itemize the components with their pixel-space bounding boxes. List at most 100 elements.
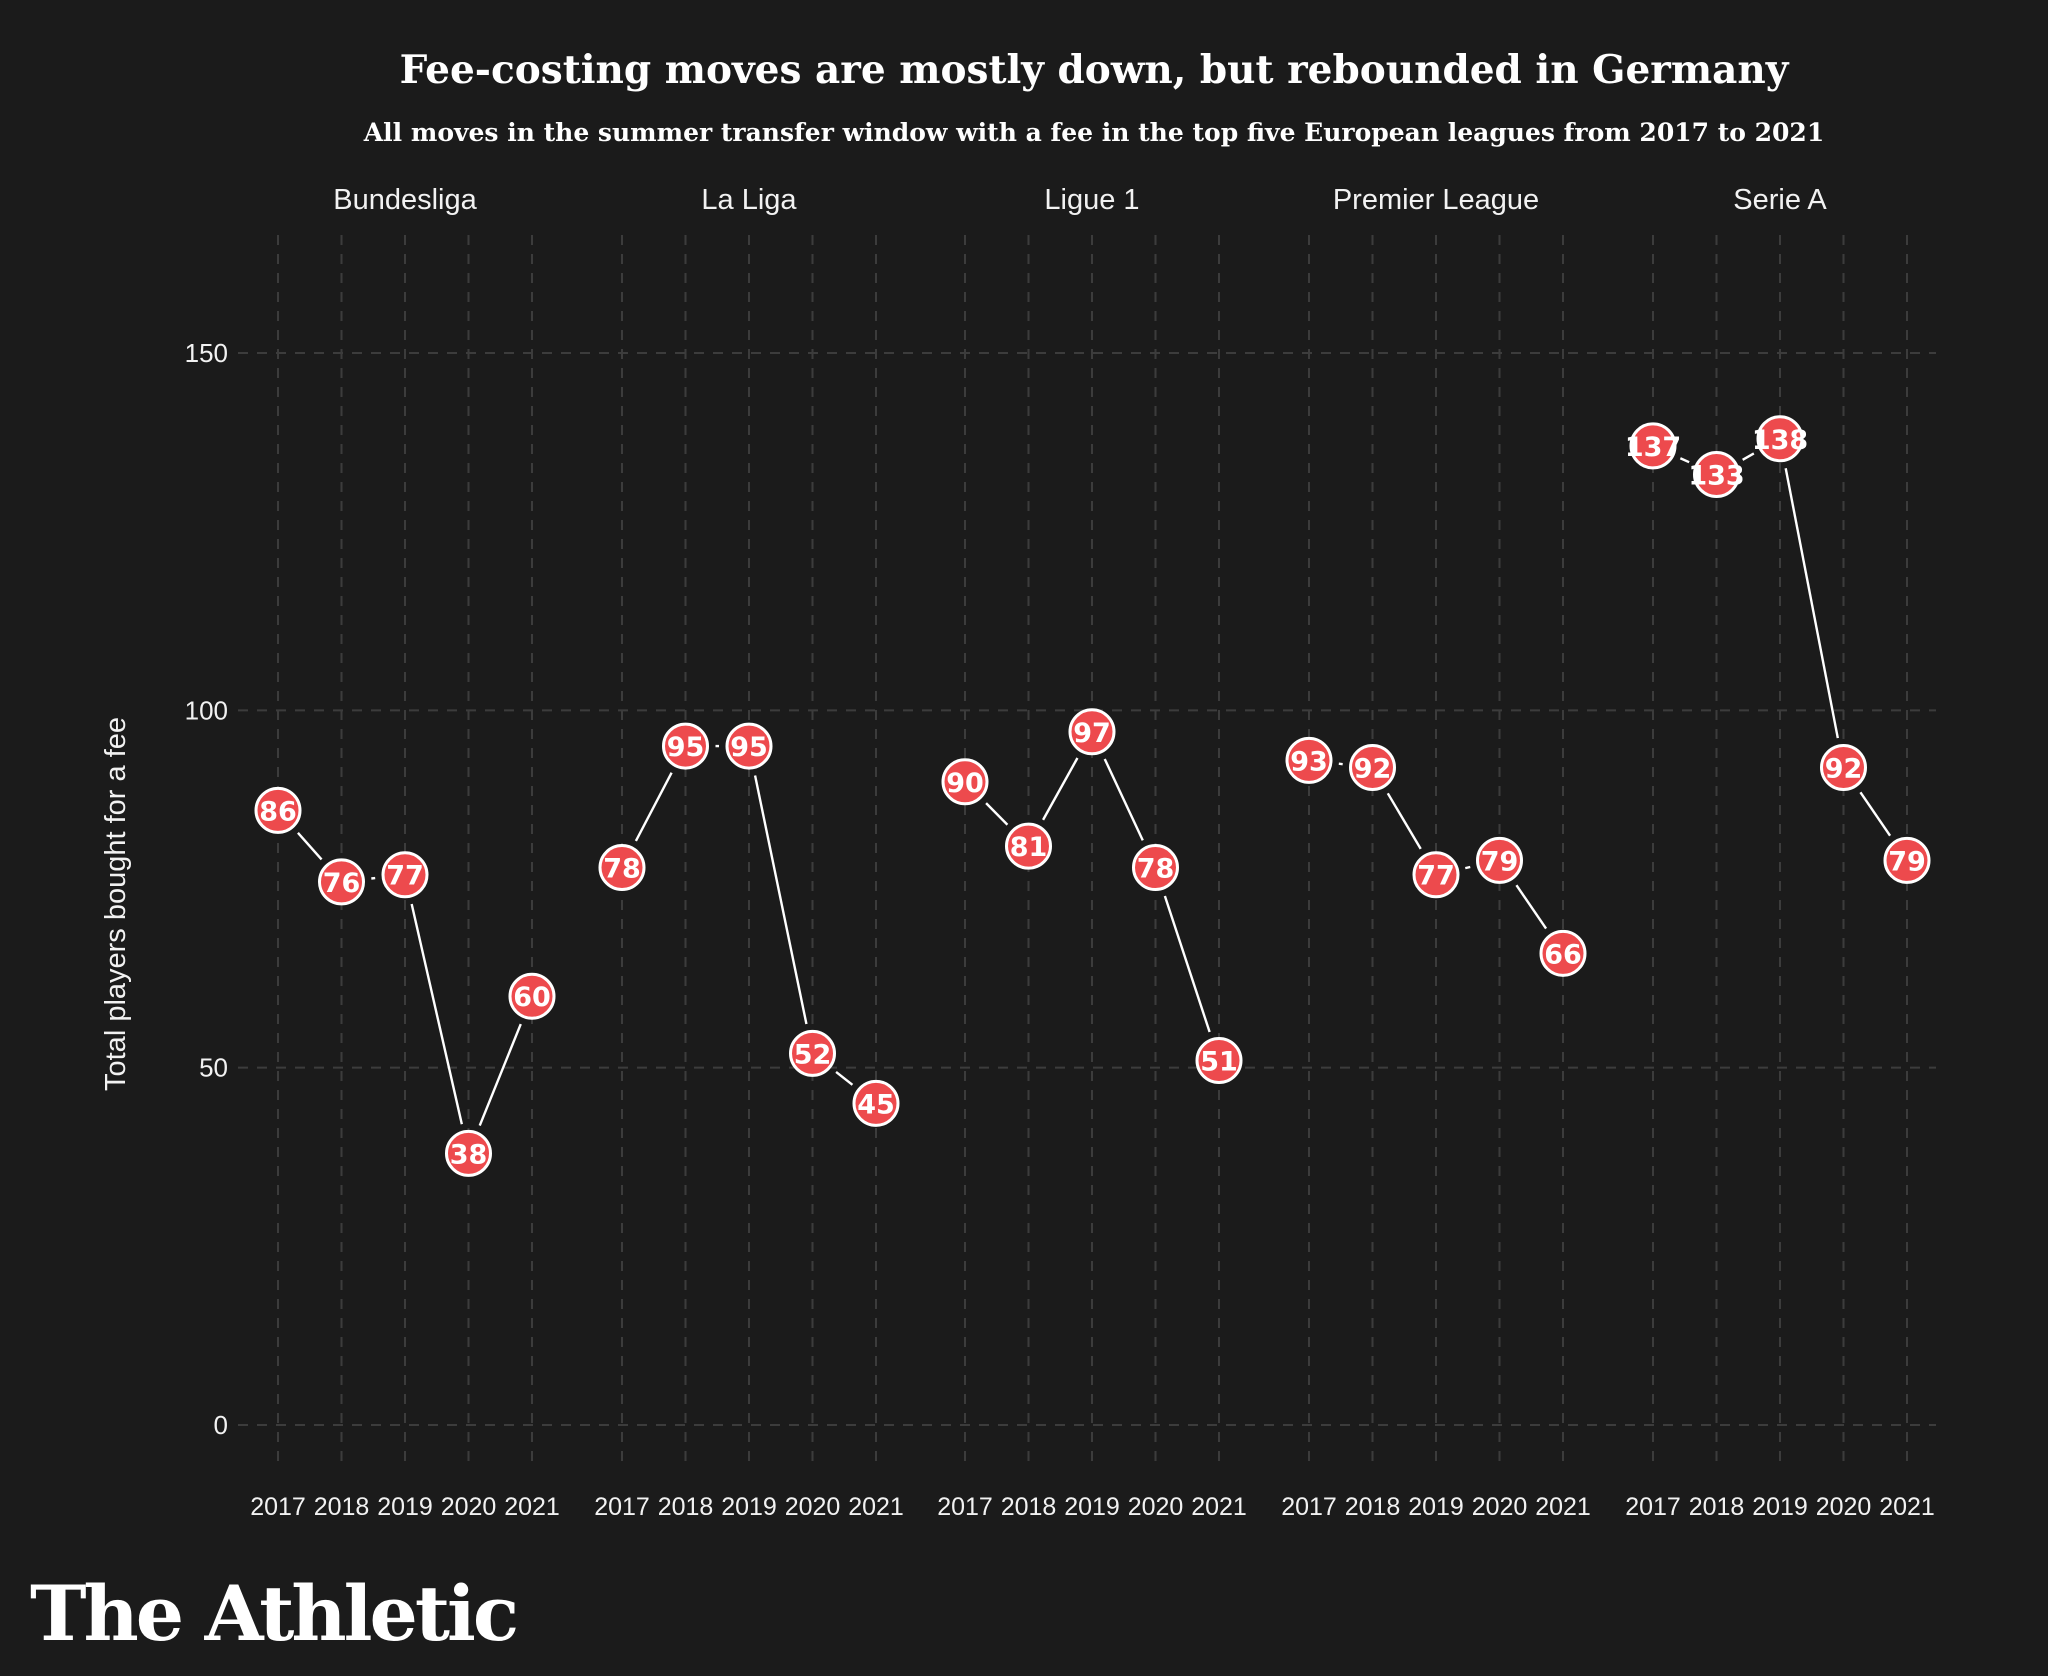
data-point <box>1285 736 1333 784</box>
series-line-segment <box>410 903 464 1125</box>
data-label: 76 <box>323 868 361 899</box>
data-label: 79 <box>1481 846 1519 877</box>
data-label: 95 <box>730 732 768 763</box>
data-point <box>598 844 646 892</box>
data-label: 133 <box>1688 460 1744 491</box>
data-point <box>1693 450 1740 498</box>
data-label: 77 <box>386 861 424 892</box>
series-line-segment <box>1103 758 1144 841</box>
data-label: 66 <box>1544 939 1582 970</box>
data-label: 97 <box>1073 718 1111 749</box>
data-label: 52 <box>794 1039 832 1070</box>
data-point <box>662 722 709 770</box>
data-point <box>725 722 773 770</box>
x-tick-label: 2020 <box>1816 1493 1872 1521</box>
data-label: 92 <box>1354 754 1392 785</box>
series-line-segment <box>1784 467 1839 739</box>
x-tick-label: 2017 <box>1281 1493 1337 1521</box>
data-label: 90 <box>946 768 984 799</box>
data-label: 92 <box>1825 754 1863 785</box>
x-tick-label: 2021 <box>1535 1493 1591 1521</box>
chart-subtitle: All moves in the summer transfer window … <box>363 118 1824 147</box>
data-point <box>1539 929 1587 977</box>
data-point <box>508 972 556 1020</box>
data-label: 95 <box>667 732 705 763</box>
facet-label: Bundesliga <box>333 184 477 216</box>
data-point <box>1195 1037 1243 1085</box>
x-tick-label: 2019 <box>721 1493 777 1521</box>
x-tick-label: 2019 <box>1752 1493 1808 1521</box>
x-tick-label: 2018 <box>1345 1493 1401 1521</box>
x-tick-label: 2021 <box>504 1493 560 1521</box>
x-tick-label: 2019 <box>377 1493 433 1521</box>
series-line-segment <box>1742 452 1755 461</box>
the-athletic-logo: The Athletic <box>30 1569 516 1658</box>
data-label: 79 <box>1888 846 1926 877</box>
data-label: 78 <box>1137 854 1175 885</box>
series-line-segment <box>1679 457 1690 464</box>
x-tick-label: 2017 <box>937 1493 993 1521</box>
facet-label: La Liga <box>701 184 797 216</box>
chart-title: Fee-costing moves are mostly down, but r… <box>400 47 1790 93</box>
data-point <box>1068 708 1116 756</box>
y-tick-label: 50 <box>199 1053 228 1083</box>
data-label: 60 <box>513 982 551 1013</box>
data-point <box>1820 744 1867 792</box>
facet-label: Serie A <box>1733 184 1827 216</box>
y-tick-label: 100 <box>185 695 228 725</box>
data-point <box>1756 415 1804 463</box>
data-point <box>852 1079 900 1127</box>
data-label: 77 <box>1417 861 1455 892</box>
data-label: 86 <box>259 796 297 827</box>
series-line-segment <box>1386 792 1422 850</box>
series-line-segment <box>1515 884 1548 930</box>
x-tick-label: 2018 <box>658 1493 714 1521</box>
data-point <box>1883 836 1931 884</box>
data-label: 51 <box>1200 1047 1238 1078</box>
x-tick-label: 2020 <box>785 1493 841 1521</box>
y-tick-label: 0 <box>214 1410 228 1440</box>
x-tick-label: 2021 <box>848 1493 904 1521</box>
x-tick-label: 2017 <box>594 1493 650 1521</box>
data-label: 137 <box>1625 432 1681 463</box>
point-layer: 86 76 77 38 60 78 95 95 52 45 90 81 97 78 51 93 92 77 79 66… <box>254 415 1931 1177</box>
facet-label: Ligue 1 <box>1044 184 1139 216</box>
x-tick-label: 2021 <box>1879 1493 1935 1521</box>
series-line-segment <box>297 832 323 861</box>
data-point <box>1629 422 1677 470</box>
series-line-segment <box>835 1070 854 1086</box>
x-tick-label: 2021 <box>1191 1493 1247 1521</box>
series-line-segment <box>753 775 808 1025</box>
data-point <box>254 786 302 834</box>
series-line-segment <box>1042 757 1079 821</box>
data-point <box>318 858 365 906</box>
facet-label: Premier League <box>1333 184 1539 216</box>
x-tick-label: 2019 <box>1064 1493 1120 1521</box>
data-point <box>1476 836 1523 884</box>
data-point <box>381 851 429 899</box>
data-point <box>941 758 989 806</box>
x-tick-label: 2020 <box>1128 1493 1184 1521</box>
data-label: 78 <box>603 854 641 885</box>
data-label: 81 <box>1010 832 1048 863</box>
series-line-segment <box>1465 865 1471 870</box>
data-point <box>1349 744 1396 792</box>
x-tick-label: 2020 <box>441 1493 497 1521</box>
data-point <box>1132 844 1179 892</box>
x-tick-label: 2018 <box>1001 1493 1057 1521</box>
data-point <box>445 1129 492 1177</box>
data-point <box>789 1029 836 1077</box>
data-label: 45 <box>857 1089 895 1120</box>
x-tick-label: 2017 <box>250 1493 306 1521</box>
x-tick-label: 2017 <box>1625 1493 1681 1521</box>
x-tick-label: 2020 <box>1472 1493 1528 1521</box>
series-line-segment <box>1163 895 1211 1033</box>
data-label: 93 <box>1290 746 1328 777</box>
data-label: 38 <box>450 1139 488 1170</box>
data-label: 138 <box>1752 425 1808 456</box>
x-tick-label: 2019 <box>1408 1493 1464 1521</box>
y-axis-label: Total players bought for a fee <box>100 717 132 1091</box>
y-tick-label: 150 <box>185 338 228 368</box>
